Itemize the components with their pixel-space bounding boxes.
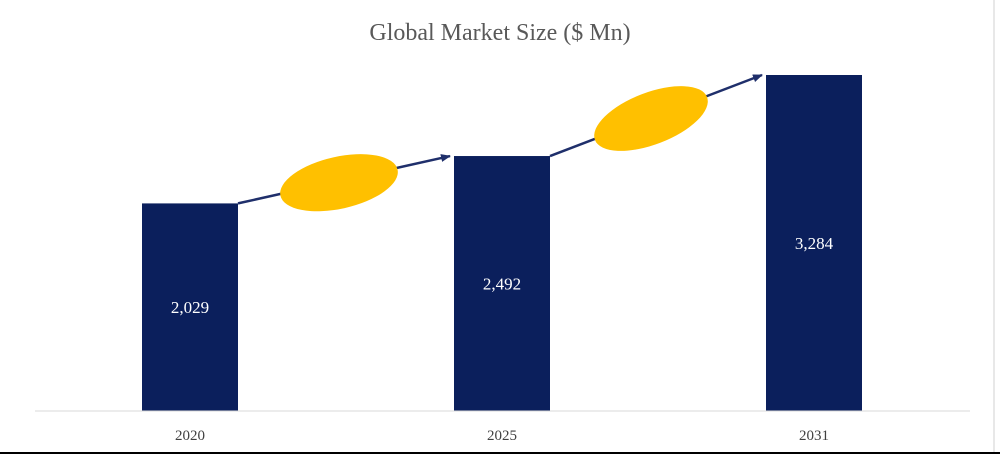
growth-markers	[280, 86, 708, 212]
x-axis-ticks: 2020 2025 2031	[175, 428, 829, 444]
bar-series	[142, 75, 862, 411]
x-tick-2031: 2031	[799, 428, 829, 444]
data-labels: 2,029 2,492 3,284	[171, 234, 834, 317]
x-tick-2025: 2025	[487, 428, 517, 444]
bar-2020	[142, 203, 238, 411]
data-label-2020: 2,029	[171, 298, 209, 317]
bar-2025	[454, 156, 550, 411]
growth-marker-2020-2025	[280, 154, 398, 212]
bar-2031	[766, 75, 862, 411]
data-label-2025: 2,492	[483, 275, 521, 294]
chart-title: Global Market Size ($ Mn)	[369, 20, 630, 46]
growth-marker-2025-2031	[594, 86, 708, 151]
x-tick-2020: 2020	[175, 428, 205, 444]
data-label-2031: 3,284	[795, 234, 834, 253]
